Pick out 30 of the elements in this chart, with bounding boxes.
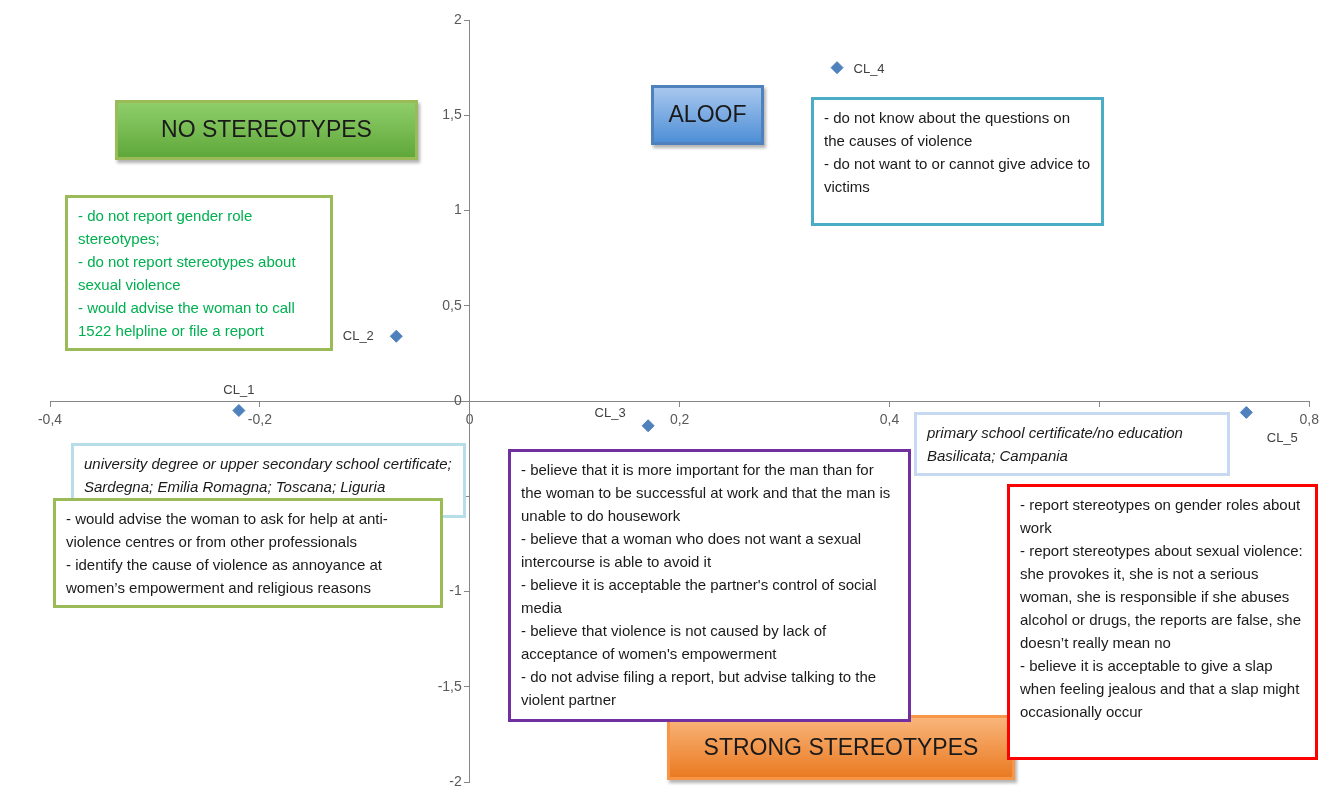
x-tick-label: 0,8: [1299, 411, 1320, 428]
series-label: CL_5: [1266, 430, 1298, 446]
point: [830, 61, 844, 75]
point: [1239, 405, 1253, 419]
x-tick-label: -0,4: [37, 411, 63, 428]
y-tick-label: -1: [449, 582, 462, 599]
heading-box: STRONG STEREOTYPES: [667, 715, 1015, 780]
series-label: CL_3: [594, 405, 626, 421]
point: [641, 419, 655, 433]
heading-box: ALOOF: [651, 85, 764, 145]
series-label: CL_4: [853, 61, 885, 77]
y-tick-label: -1,5: [437, 677, 462, 694]
y-tick-label: 1,5: [442, 106, 462, 123]
point: [389, 329, 403, 343]
series-label: CL_1: [223, 382, 255, 398]
series-label: CL_2: [342, 327, 374, 343]
x-tick-label: -0,2: [247, 411, 273, 428]
note-box: primary school certificate/no education Basilicata; Campania: [914, 412, 1230, 476]
y-tick-label: 1: [453, 201, 462, 218]
point: [232, 404, 246, 418]
note-box: - do not know about the questions on the causes of violence - do not want to or cannot give advice to victims: [811, 97, 1104, 226]
note-box: - believe that it is more important for the man than for the woman to be successful at work and that the man is unable to do housework - believe that a woman who does not want a sexual intercourse is able to avoid it - believe it is acceptable the partner's control of social media - believe that violence is not caused by lack of acceptance of women's empowerment - do not advise filing a report, but advise talking to the violent partner: [508, 449, 911, 722]
heading-box: NO STEREOTYPES: [115, 100, 418, 160]
y-tick-label: -2: [449, 772, 462, 789]
x-tick-label: 0,4: [879, 411, 900, 428]
note-box: - do not report gender role stereotypes; - do not report stereotypes about sexual violence - would advise the woman to call 1522 helpline or file a report: [65, 195, 333, 351]
y-tick-label: 2: [453, 10, 462, 27]
y-tick-label: 0,5: [442, 296, 462, 313]
note-box: - report stereotypes on gender roles about work - report stereotypes about sexual violence: she provokes it, she is not a serious woman, she is responsible if she abuses alcohol or drugs, the reports are false, she doesn’t really mean no - believe it is acceptable to give a slap when feeling jealous and that a slap might occasionally occur: [1007, 484, 1318, 760]
x-tick-label: 0,2: [669, 411, 690, 428]
